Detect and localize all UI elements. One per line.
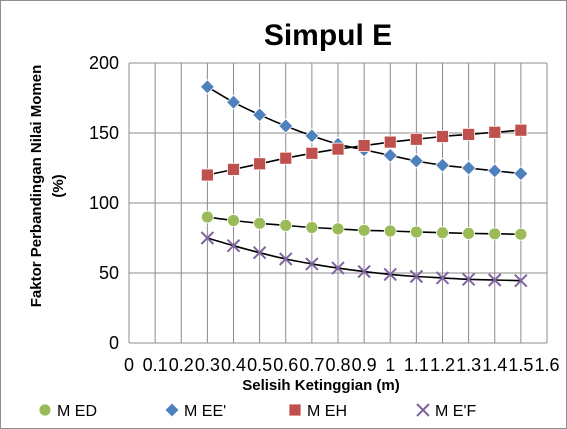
legend-marker-m-eh [288,403,302,417]
x-tick-label: 0.6 [273,355,298,375]
data-point-m-eh [409,132,423,146]
data-point-m-eh [462,128,476,141]
y-tick-label: 100 [89,193,119,213]
legend-item-m-eh: M EH [288,403,347,420]
axes [128,63,547,344]
gridlines [129,62,548,343]
data-point-m-ed [488,227,502,241]
data-point-m-ed [436,226,449,240]
data-point-m-e-f [409,269,424,284]
data-point-m-e-f [461,272,476,287]
legend-label-m-eh: M EH [307,403,347,420]
x-axis-title: Selisih Ketinggian (m) [242,377,400,394]
x-tick-label: 1 [385,355,395,375]
y-tick-label: 200 [89,53,119,73]
y-axis-title-line-2: (%) [50,174,67,197]
data-point-m-e-f [226,238,241,253]
data-point-m-eh [357,139,371,153]
data-point-m-ed [227,214,240,227]
legend-marker-m-ee [164,402,180,418]
data-point-m-ed [462,226,476,240]
legend-label-m-e-f: M E'F [435,403,477,420]
x-tick-label: 0.4 [221,355,246,375]
x-tick-label: 1.2 [430,355,455,375]
data-markers [199,79,529,288]
x-tick-label: 1.5 [508,355,533,375]
data-point-m-ee [408,153,424,169]
data-point-m-ee [461,160,477,176]
data-point-m-e-f [357,264,371,279]
y-axis-title: Faktor Perbandingan Nilai Momen (%) [28,65,67,308]
x-tick-label: 1.6 [534,355,559,375]
data-point-m-ed [331,222,345,236]
legend-item-m-e-f: M E'F [416,403,477,420]
x-tick-label: 1.1 [404,355,429,375]
x-tick-label: 0.2 [169,355,194,375]
data-point-m-e-f [252,245,267,260]
data-point-m-e-f [383,267,397,282]
data-point-m-ed [253,216,267,230]
data-point-m-ed [305,221,319,234]
data-point-m-eh [253,157,267,171]
x-tick-label: 1.4 [482,355,507,375]
x-tick-labels: 0 0.1 0.2 0.3 0.4 0.5 0.6 0.7 0.8 0.9 1 1.1 1.2 1.3 1.… [124,355,560,375]
y-tick-label: 0 [109,333,119,353]
data-point-m-ed [383,224,397,238]
x-tick-label: 0.5 [247,355,272,375]
x-tick-label: 0.1 [143,355,168,375]
legend-label-m-ee: M EE' [184,403,226,420]
data-point-m-e-f [200,231,215,245]
legend-marker-m-e-f [416,403,430,417]
data-point-m-ee [513,166,529,182]
x-tick-label: 0.3 [195,355,220,375]
data-point-m-ed [409,225,423,239]
data-point-m-ee [434,157,451,173]
data-point-m-e-f [279,252,293,266]
chart-title: Simpul E [264,19,392,52]
data-point-m-eh [305,146,319,160]
x-tick-label: 0.9 [352,355,377,375]
y-axis-title-line-1: Faktor Perbandingan Nilai Momen [28,65,45,308]
data-point-m-eh [436,130,449,143]
y-tick-label: 150 [89,123,119,143]
data-point-m-e-f [488,273,502,287]
data-point-m-ee [252,107,268,123]
data-point-m-ee [304,128,320,144]
data-point-m-eh [383,135,397,149]
legend-marker-m-ed [38,403,52,417]
data-point-m-eh [227,162,240,176]
data-point-m-ee [199,79,215,95]
data-point-m-eh [331,142,345,156]
x-tick-label: 0.8 [325,355,350,375]
data-point-m-eh [514,123,528,137]
x-tick-label: 1.3 [456,355,481,375]
data-point-m-ee [278,118,294,134]
data-point-m-e-f [435,271,450,285]
data-point-m-ed [279,218,293,232]
y-tick-labels: 0 50 100 150 200 [89,53,119,353]
data-point-m-eh [279,151,293,165]
y-tick-label: 50 [99,263,119,283]
data-point-m-ee [225,94,242,110]
data-point-m-ed [357,223,371,237]
data-point-m-eh [488,125,502,139]
data-point-m-eh [200,168,214,182]
legend-label-m-ed: M ED [57,403,97,420]
legend-item-m-ee: M EE' [164,402,226,420]
data-point-m-e-f [305,257,319,271]
legend: M ED M EE' M EH M E'F [38,402,477,420]
data-point-m-ee [382,147,398,163]
data-point-m-ed [514,227,528,241]
x-tick-label: 0.7 [299,355,324,375]
data-point-m-e-f [514,273,528,288]
data-point-m-ed [200,210,214,224]
legend-item-m-ed: M ED [38,403,97,420]
data-point-m-e-f [331,261,345,275]
x-tick-label: 0 [124,355,134,375]
data-point-m-ee [487,163,503,179]
